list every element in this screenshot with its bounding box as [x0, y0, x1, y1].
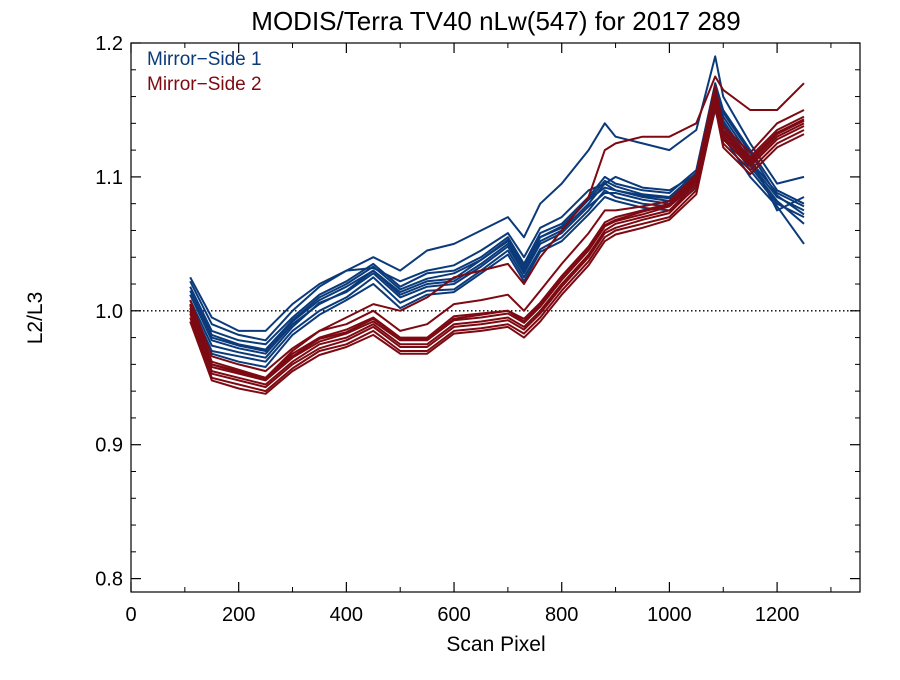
y-tick-label-2: 1.0	[95, 301, 123, 323]
x-tick-label-1200: 1200	[755, 604, 800, 626]
legend: Mirror−Side 1 Mirror−Side 2	[147, 49, 262, 95]
legend-label-1: Mirror−Side 1	[147, 49, 262, 70]
x-tick-label-200: 200	[222, 604, 255, 626]
y-axis: 0.8 0.9 1.0 1.1 1.2	[95, 33, 860, 591]
series-line-ms1-8	[189, 55, 805, 332]
x-axis: 0 200 400 600 800 1000 1200	[125, 43, 832, 626]
x-tick-label-1000: 1000	[647, 604, 692, 626]
x-axis-label: Scan Pixel	[446, 633, 545, 656]
series-line-ms2-14	[189, 98, 805, 389]
y-tick-label-1: 0.9	[95, 435, 123, 457]
series-layer	[189, 55, 805, 395]
series-line-ms2-16	[189, 106, 805, 395]
series-line-ms2-15	[189, 84, 805, 373]
chart-title: MODIS/Terra TV40 nLw(547) for 2017 289	[251, 6, 740, 36]
x-tick-label-0: 0	[125, 604, 136, 626]
y-tick-label-3: 1.1	[95, 167, 123, 189]
series-line-ms2-17	[189, 75, 805, 379]
plot-frame	[130, 42, 861, 593]
series-line-ms2-18	[189, 91, 805, 381]
y-axis-label: L2/L3	[24, 292, 47, 345]
legend-label-2: Mirror−Side 2	[147, 74, 262, 95]
x-tick-label-600: 600	[437, 604, 470, 626]
x-tick-label-400: 400	[330, 604, 363, 626]
y-tick-label-4: 1.2	[95, 33, 123, 55]
y-tick-label-0: 0.8	[95, 569, 123, 591]
x-tick-label-800: 800	[545, 604, 578, 626]
